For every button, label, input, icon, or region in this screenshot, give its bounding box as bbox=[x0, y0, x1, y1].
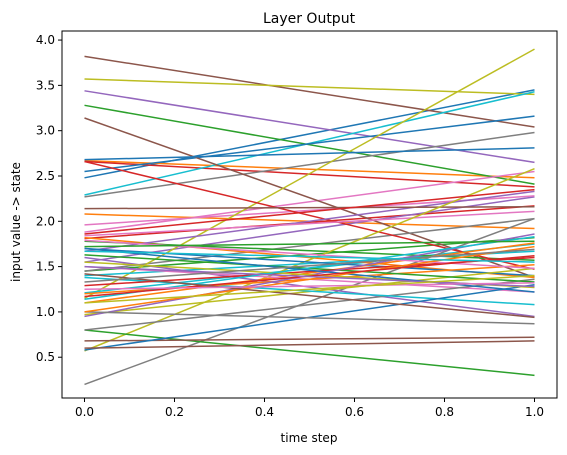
y-tick-label: 4.0 bbox=[36, 33, 55, 47]
series-line bbox=[84, 311, 535, 325]
series-line bbox=[84, 160, 535, 271]
series-line bbox=[84, 276, 535, 306]
y-axis-label: input value -> state bbox=[9, 162, 23, 282]
y-tick-label: 1.0 bbox=[36, 305, 55, 319]
series-line bbox=[84, 159, 535, 179]
plot-frame bbox=[61, 30, 558, 399]
series-line bbox=[84, 205, 535, 240]
y-tick-label: 2.0 bbox=[36, 214, 55, 228]
series-line bbox=[84, 240, 535, 248]
series-line bbox=[84, 274, 535, 304]
x-tick-label: 0.8 bbox=[435, 405, 454, 419]
y-tick-label: 2.5 bbox=[36, 169, 55, 183]
x-tick-label: 0.0 bbox=[75, 405, 94, 419]
series-line bbox=[84, 78, 535, 96]
x-axis: 0.0 0.2 0.4 0.6 0.8 1.0 bbox=[75, 398, 544, 419]
series-line bbox=[84, 250, 535, 263]
series-line bbox=[84, 278, 535, 331]
series-line bbox=[84, 256, 535, 318]
y-axis: 0.5 1.0 1.5 2.0 2.5 3.0 3.5 4.0 bbox=[36, 33, 62, 364]
series-line bbox=[84, 168, 535, 352]
series-line bbox=[84, 217, 535, 386]
series-line bbox=[84, 247, 535, 293]
y-tick-label: 1.5 bbox=[36, 260, 55, 274]
series-line bbox=[84, 131, 535, 198]
x-tick-label: 0.4 bbox=[255, 405, 274, 419]
series-line bbox=[84, 282, 535, 291]
x-axis-label: time step bbox=[281, 431, 338, 445]
series-line bbox=[84, 115, 535, 173]
series-line bbox=[84, 190, 535, 252]
y-tick-label: 3.0 bbox=[36, 124, 55, 138]
x-tick-label: 0.2 bbox=[165, 405, 184, 419]
series-line bbox=[84, 336, 535, 342]
series-line bbox=[84, 188, 535, 235]
series-line bbox=[84, 217, 535, 272]
series-line bbox=[84, 239, 535, 270]
series-lines bbox=[84, 48, 535, 386]
series-line bbox=[84, 206, 535, 210]
x-tick-label: 0.6 bbox=[345, 405, 364, 419]
series-line bbox=[84, 242, 535, 304]
series-line bbox=[84, 245, 535, 313]
chart-title: Layer Output bbox=[263, 11, 356, 27]
series-line bbox=[84, 55, 535, 128]
y-tick-label: 0.5 bbox=[36, 350, 55, 364]
x-tick-label: 1.0 bbox=[525, 405, 544, 419]
series-line bbox=[84, 48, 535, 299]
series-line bbox=[84, 248, 535, 283]
series-line bbox=[84, 329, 535, 377]
series-line bbox=[84, 170, 535, 233]
series-line bbox=[84, 273, 535, 319]
series-line bbox=[84, 104, 535, 185]
series-line bbox=[84, 265, 535, 288]
series-line bbox=[84, 147, 535, 161]
series-line bbox=[84, 340, 535, 349]
y-tick-label: 3.5 bbox=[36, 78, 55, 92]
series-line bbox=[84, 210, 535, 237]
